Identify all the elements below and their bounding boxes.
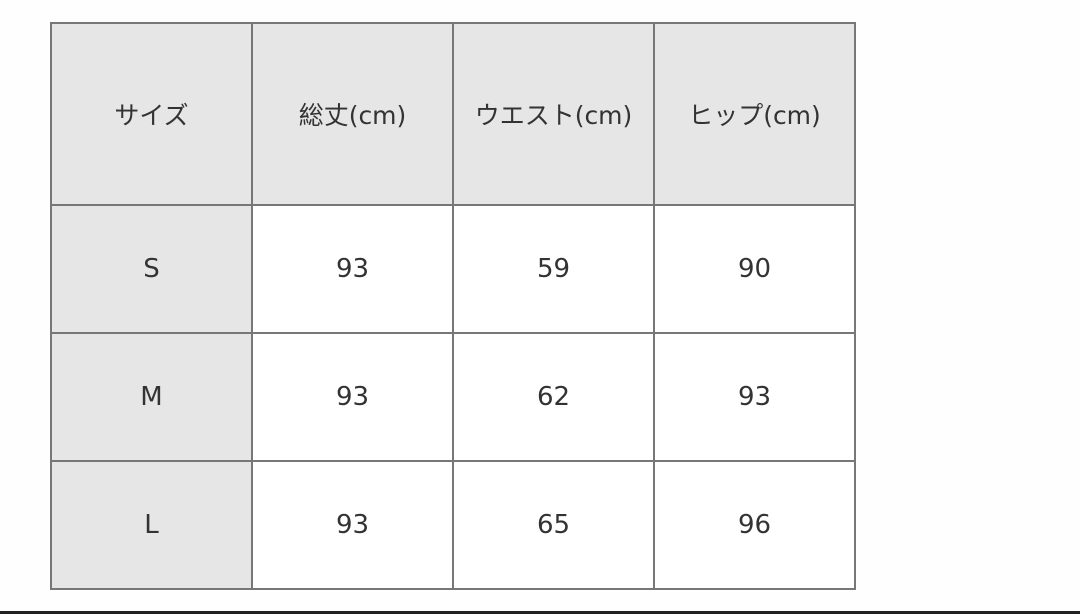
header-size: サイズ <box>50 22 253 206</box>
header-hip: ヒップ(cm) <box>653 22 856 206</box>
total-length-cell: 93 <box>251 460 454 590</box>
size-chart-table: サイズ 総丈(cm) ウエスト(cm) ヒップ(cm) S 93 59 90 M… <box>50 22 856 590</box>
divider <box>0 611 1080 614</box>
table-row: S 93 59 90 <box>50 204 856 334</box>
header-total-length: 総丈(cm) <box>251 22 454 206</box>
waist-cell: 65 <box>452 460 655 590</box>
hip-cell: 96 <box>653 460 856 590</box>
hip-cell: 90 <box>653 204 856 334</box>
size-cell: M <box>50 332 253 462</box>
hip-cell: 93 <box>653 332 856 462</box>
table-row: L 93 65 96 <box>50 460 856 590</box>
size-cell: S <box>50 204 253 334</box>
header-row: サイズ 総丈(cm) ウエスト(cm) ヒップ(cm) <box>50 22 856 206</box>
size-cell: L <box>50 460 253 590</box>
total-length-cell: 93 <box>251 332 454 462</box>
header-waist: ウエスト(cm) <box>452 22 655 206</box>
waist-cell: 62 <box>452 332 655 462</box>
total-length-cell: 93 <box>251 204 454 334</box>
waist-cell: 59 <box>452 204 655 334</box>
table-row: M 93 62 93 <box>50 332 856 462</box>
